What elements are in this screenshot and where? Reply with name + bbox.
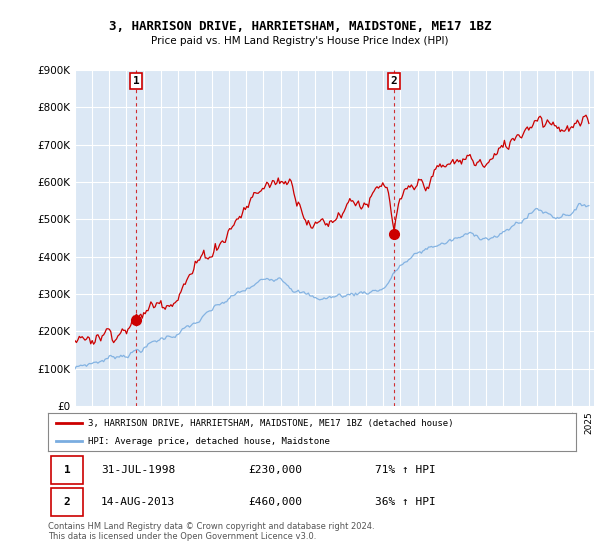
Text: HPI: Average price, detached house, Maidstone: HPI: Average price, detached house, Maid… bbox=[88, 437, 329, 446]
Text: £460,000: £460,000 bbox=[248, 497, 302, 507]
FancyBboxPatch shape bbox=[50, 488, 83, 516]
FancyBboxPatch shape bbox=[50, 455, 83, 484]
Text: £230,000: £230,000 bbox=[248, 465, 302, 475]
Text: 36% ↑ HPI: 36% ↑ HPI bbox=[376, 497, 436, 507]
Text: 1: 1 bbox=[133, 76, 140, 86]
Text: 2: 2 bbox=[391, 76, 397, 86]
Text: 14-AUG-2013: 14-AUG-2013 bbox=[101, 497, 175, 507]
Text: 3, HARRISON DRIVE, HARRIETSHAM, MAIDSTONE, ME17 1BZ (detached house): 3, HARRISON DRIVE, HARRIETSHAM, MAIDSTON… bbox=[88, 419, 453, 428]
Text: 1: 1 bbox=[64, 465, 70, 475]
Text: 2: 2 bbox=[64, 497, 70, 507]
Text: Contains HM Land Registry data © Crown copyright and database right 2024.
This d: Contains HM Land Registry data © Crown c… bbox=[48, 522, 374, 542]
Text: 71% ↑ HPI: 71% ↑ HPI bbox=[376, 465, 436, 475]
Text: 31-JUL-1998: 31-JUL-1998 bbox=[101, 465, 175, 475]
Text: Price paid vs. HM Land Registry's House Price Index (HPI): Price paid vs. HM Land Registry's House … bbox=[151, 36, 449, 46]
Text: 3, HARRISON DRIVE, HARRIETSHAM, MAIDSTONE, ME17 1BZ: 3, HARRISON DRIVE, HARRIETSHAM, MAIDSTON… bbox=[109, 20, 491, 32]
